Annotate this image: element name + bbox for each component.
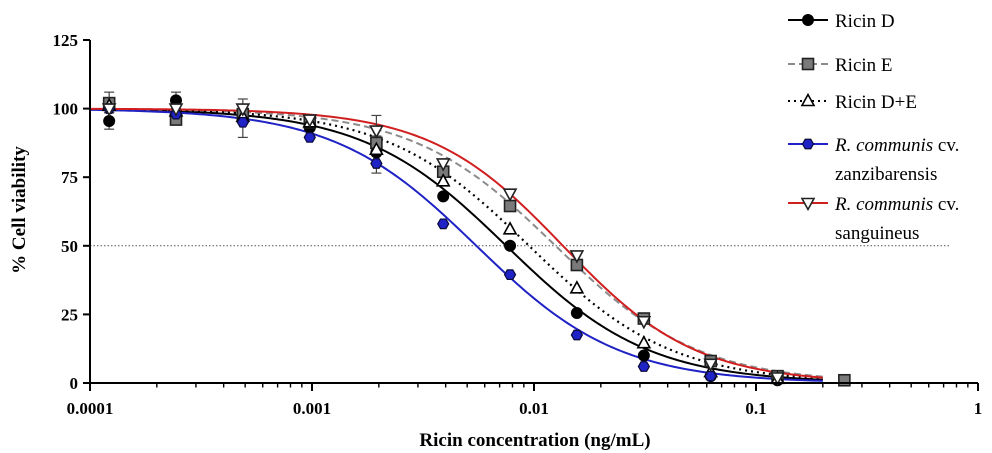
- x-tick-label: 0.01: [519, 399, 549, 418]
- legend-marker-ricin_d: [802, 14, 814, 26]
- fit-curve-zanzibarensis: [89, 108, 823, 382]
- y-tick-label: 125: [53, 31, 79, 50]
- legend-marker-zanzibarensis: [801, 138, 815, 150]
- data-point-sanguineus: [770, 372, 785, 386]
- fit-curve-ricin_e: [89, 108, 823, 378]
- data-point-zanzibarensis: [437, 218, 450, 230]
- data-point-zanzibarensis: [637, 361, 651, 372]
- fit-curve-ricin_d: [89, 108, 823, 381]
- data-point-sanguineus: [703, 358, 719, 372]
- y-tick-label: 75: [61, 168, 78, 187]
- x-axis-title: Ricin concentration (ng/mL): [419, 430, 650, 451]
- data-point-sanguineus: [502, 188, 518, 202]
- y-tick-label: 25: [61, 305, 78, 324]
- x-tick-label: 0.0001: [67, 399, 114, 418]
- data-point-ricin_d: [637, 349, 650, 362]
- data-point-ricin_d: [437, 190, 450, 203]
- data-point-ricin_d: [504, 239, 517, 252]
- legend-label-ricin_e: Ricin E: [835, 55, 893, 76]
- data-point-ricin_e: [838, 373, 851, 387]
- data-point-sanguineus: [369, 125, 384, 139]
- legend-label-sanguineus: R. communis cv.: [834, 194, 959, 215]
- legend-label-sanguineus: sanguineus: [835, 223, 919, 244]
- data-point-ricin_de: [369, 141, 384, 156]
- data-point-ricin_de: [502, 221, 518, 235]
- data-point-ricin_de: [569, 280, 585, 294]
- data-point-zanzibarensis: [236, 116, 250, 128]
- data-point-ricin_de: [435, 173, 451, 187]
- fit-curve-sanguineus: [89, 107, 823, 379]
- data-point-sanguineus: [168, 103, 184, 117]
- y-tick-label: 50: [61, 237, 78, 256]
- legend-label-zanzibarensis: zanzibarensis: [835, 164, 937, 185]
- legend-marker-sanguineus: [800, 197, 816, 212]
- data-point-zanzibarensis: [370, 158, 383, 169]
- data-point-sanguineus: [302, 114, 318, 128]
- data-point-ricin_d: [103, 114, 116, 127]
- data-point-zanzibarensis: [570, 329, 584, 341]
- legend-label-ricin_de: Ricin D+E: [835, 92, 917, 113]
- data-point-sanguineus: [101, 103, 117, 117]
- x-tick-label: 1: [974, 399, 983, 418]
- data-point-ricin_d: [570, 307, 583, 320]
- data-point-zanzibarensis: [503, 269, 517, 280]
- fit-curve-ricin_de: [89, 108, 823, 380]
- legend-label-zanzibarensis: R. communis cv.: [834, 135, 959, 156]
- y-tick-label: 0: [70, 374, 79, 393]
- y-tick-label: 100: [53, 100, 79, 119]
- data-point-sanguineus: [636, 315, 652, 330]
- data-point-sanguineus: [569, 250, 585, 264]
- data-point-zanzibarensis: [303, 132, 316, 143]
- data-point-zanzibarensis: [704, 370, 717, 382]
- x-tick-label: 0.001: [293, 399, 331, 418]
- data-point-sanguineus: [235, 103, 251, 117]
- data-point-ricin_de: [636, 335, 652, 349]
- legend-label-ricin_d: Ricin D: [835, 11, 895, 32]
- legend-marker-ricin_de: [800, 92, 816, 107]
- data-point-sanguineus: [435, 158, 451, 172]
- y-axis-title: % Cell viability: [9, 146, 30, 274]
- legend-marker-ricin_e: [801, 57, 815, 71]
- x-tick-label: 0.1: [745, 399, 766, 418]
- data-point-ricin_e: [503, 199, 517, 213]
